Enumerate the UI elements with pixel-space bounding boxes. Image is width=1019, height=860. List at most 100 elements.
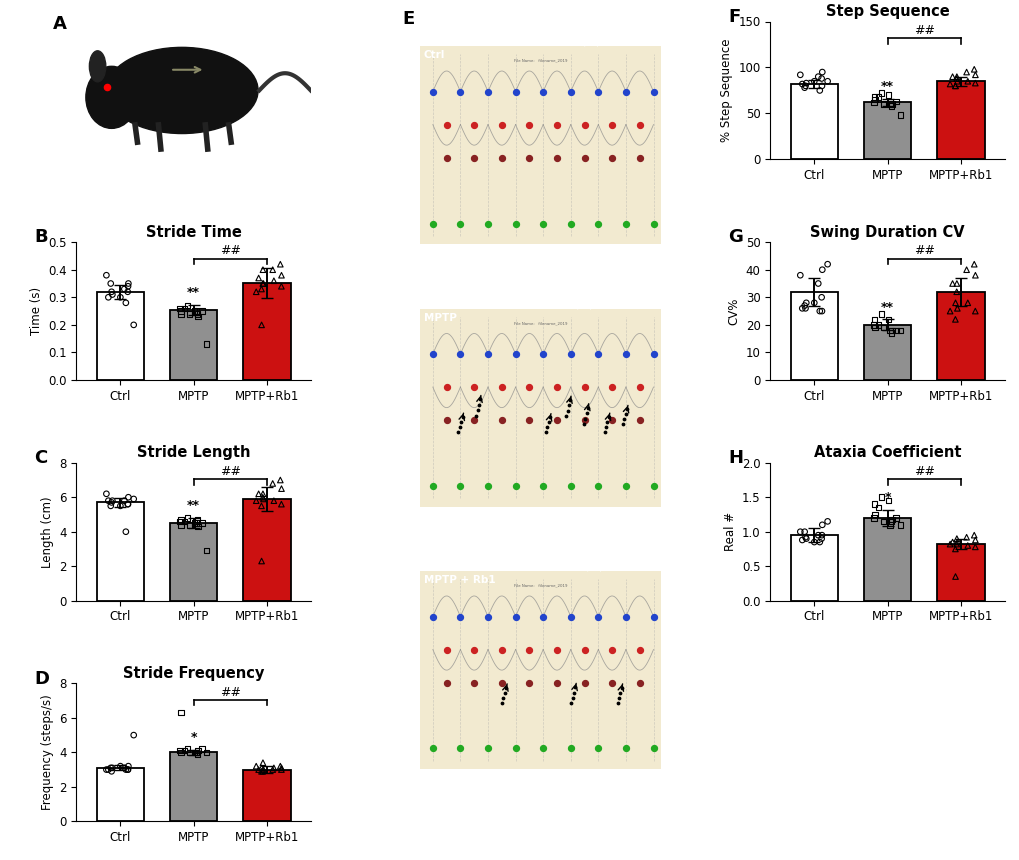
Point bbox=[116, 282, 132, 296]
Text: F: F bbox=[728, 8, 740, 26]
Bar bbox=[790, 292, 838, 380]
Point bbox=[538, 421, 554, 434]
Point bbox=[944, 535, 960, 549]
Point bbox=[562, 610, 579, 624]
Point bbox=[618, 85, 634, 99]
Point bbox=[560, 398, 577, 412]
Point bbox=[603, 676, 620, 690]
Point bbox=[424, 217, 440, 230]
Point bbox=[535, 217, 551, 230]
Point bbox=[869, 501, 886, 514]
Point bbox=[103, 761, 119, 775]
Point bbox=[172, 744, 189, 758]
Point bbox=[273, 280, 289, 293]
Point bbox=[438, 118, 454, 132]
Point bbox=[959, 74, 975, 88]
Point bbox=[172, 513, 189, 526]
Point bbox=[965, 528, 981, 542]
Point bbox=[865, 318, 881, 332]
Point bbox=[618, 347, 634, 361]
Text: Step Sequence: Alternate : 100 %: Step Sequence: Alternate : 100 % bbox=[575, 42, 658, 47]
Point bbox=[872, 490, 889, 504]
Point bbox=[797, 79, 813, 93]
Text: File Name:   filename_2019: File Name: filename_2019 bbox=[514, 58, 567, 63]
Point bbox=[521, 380, 537, 394]
Point bbox=[255, 490, 271, 504]
Point bbox=[493, 380, 510, 394]
Point bbox=[506, 479, 523, 493]
Point bbox=[567, 680, 583, 694]
Point bbox=[941, 538, 957, 551]
Point bbox=[872, 307, 889, 321]
Point bbox=[809, 70, 825, 83]
Point bbox=[103, 495, 119, 509]
Point bbox=[631, 413, 647, 427]
Point bbox=[949, 535, 965, 549]
Point bbox=[116, 761, 132, 775]
Point bbox=[199, 337, 215, 351]
Point bbox=[424, 347, 440, 361]
Point bbox=[253, 318, 269, 332]
Point bbox=[548, 676, 565, 690]
Text: MPTP + Rb1: MPTP + Rb1 bbox=[424, 575, 495, 586]
Point bbox=[98, 487, 114, 501]
Point bbox=[466, 118, 482, 132]
Text: G: G bbox=[728, 229, 743, 246]
Point bbox=[645, 85, 661, 99]
Point bbox=[98, 268, 114, 282]
Point bbox=[521, 413, 537, 427]
Point bbox=[506, 85, 523, 99]
Point bbox=[872, 86, 889, 100]
Title: Stride Length: Stride Length bbox=[137, 445, 250, 460]
Point bbox=[813, 518, 829, 531]
Bar bbox=[170, 523, 217, 600]
Point bbox=[194, 304, 210, 318]
Point bbox=[579, 401, 595, 415]
Point bbox=[506, 347, 523, 361]
Point bbox=[882, 514, 899, 528]
Point bbox=[264, 263, 280, 277]
Y-axis label: Real #: Real # bbox=[722, 513, 736, 551]
Y-axis label: Frequency (steps/s): Frequency (steps/s) bbox=[41, 695, 54, 810]
Point bbox=[453, 410, 470, 424]
Point bbox=[865, 95, 881, 109]
Point bbox=[104, 287, 120, 301]
Point bbox=[645, 610, 661, 624]
Point bbox=[792, 525, 808, 538]
Point bbox=[590, 741, 606, 755]
Point bbox=[120, 763, 137, 777]
Point bbox=[521, 118, 537, 132]
Point bbox=[187, 304, 204, 318]
Point bbox=[103, 765, 119, 778]
Point bbox=[112, 759, 128, 773]
Point bbox=[548, 380, 565, 394]
Point bbox=[615, 412, 632, 426]
Point bbox=[892, 108, 908, 122]
Point bbox=[959, 538, 975, 552]
Point bbox=[255, 487, 271, 501]
Point bbox=[796, 525, 812, 538]
Point bbox=[272, 257, 288, 271]
Text: File Name:   filename_2019: File Name: filename_2019 bbox=[514, 321, 567, 325]
Point bbox=[645, 479, 661, 493]
Point bbox=[562, 697, 579, 710]
Point bbox=[562, 741, 579, 755]
Point bbox=[941, 77, 957, 91]
Point bbox=[479, 217, 495, 230]
Point bbox=[112, 291, 128, 304]
Point bbox=[797, 77, 813, 90]
Point bbox=[944, 70, 960, 83]
Point bbox=[493, 413, 510, 427]
Point bbox=[892, 518, 908, 531]
Point bbox=[796, 298, 812, 312]
Point bbox=[255, 492, 271, 506]
Text: Step Sequence: Not Alternate : 56 %: Step Sequence: Not Alternate : 56 % bbox=[568, 304, 658, 310]
Point bbox=[179, 511, 196, 525]
Point bbox=[199, 544, 215, 557]
Point bbox=[813, 531, 829, 545]
Text: **: ** bbox=[880, 80, 894, 93]
Point bbox=[562, 217, 579, 230]
Point bbox=[119, 497, 136, 511]
Bar bbox=[936, 292, 983, 380]
Point bbox=[958, 263, 974, 277]
